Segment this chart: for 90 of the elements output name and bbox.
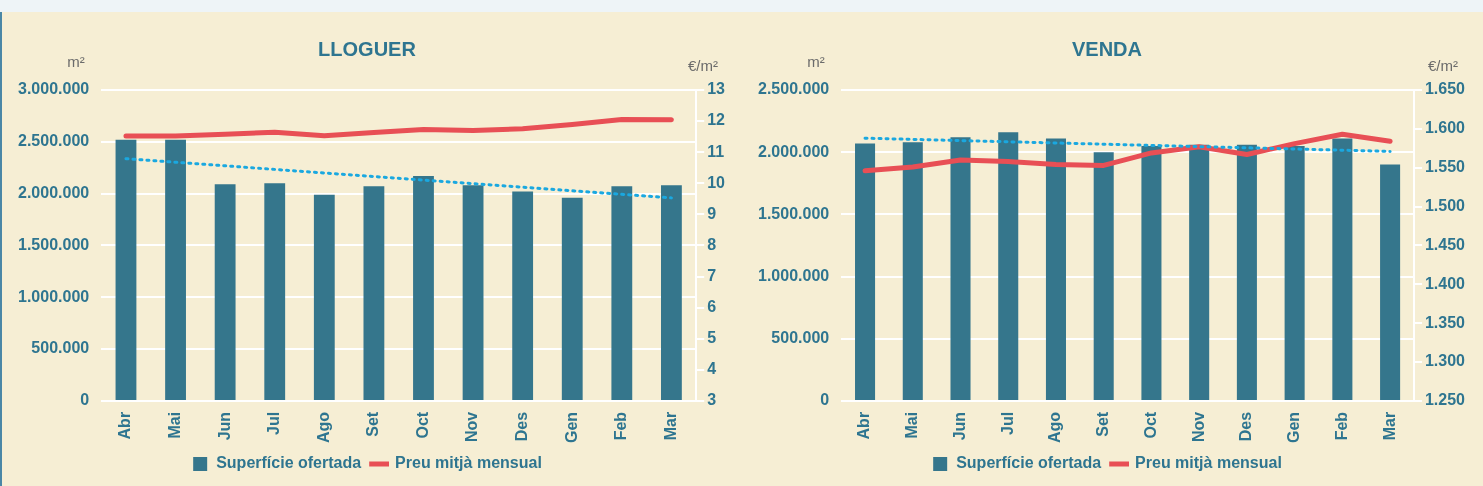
y-tick-label: 2.000.000: [757, 142, 830, 160]
y-axis-title: m²: [67, 52, 85, 70]
x-tick-label: Ago: [314, 411, 332, 443]
y-tick-label: 2.500.000: [17, 132, 90, 150]
y2-axis-title: €/m²: [1428, 56, 1458, 74]
x-tick-label: Nov: [1189, 411, 1207, 443]
y2-tick-label: 6: [707, 298, 717, 316]
y2-tick-label: 9: [707, 204, 717, 222]
bar: [214, 184, 236, 400]
x-tick-label: Des: [1237, 411, 1255, 442]
x-tick-label: Jun: [215, 411, 233, 441]
x-tick-label: Gen: [1285, 411, 1303, 444]
bar: [611, 186, 633, 400]
x-tick-label: Mai: [903, 411, 921, 439]
y2-tick-label: 13: [707, 80, 726, 98]
bar: [115, 139, 137, 400]
x-tick-label: Mar: [661, 411, 679, 441]
x-tick-label: Ago: [1046, 411, 1064, 443]
bar: [855, 143, 876, 400]
bar: [1380, 164, 1401, 400]
y-tick-label: 2.500.000: [757, 80, 830, 98]
bar: [950, 137, 971, 400]
legend-label: Preu mitjà mensual: [395, 454, 542, 472]
x-tick-label: Feb: [612, 411, 630, 441]
y2-tick-label: 1.450: [1424, 235, 1466, 253]
y2-tick-label: 12: [707, 111, 726, 129]
bar: [1284, 145, 1305, 400]
y-axis-title: m²: [807, 52, 825, 70]
bar: [264, 183, 286, 400]
x-tick-label: Oct: [413, 411, 431, 439]
legend-label: Superfície ofertada: [216, 454, 362, 472]
bar: [1236, 144, 1257, 400]
y2-tick-label: 4: [707, 360, 717, 378]
chart-title: VENDA: [1071, 37, 1143, 60]
y2-tick-label: 11: [707, 142, 725, 160]
x-tick-label: Des: [513, 411, 531, 442]
y-tick-label: 1.500.000: [17, 235, 90, 253]
bar: [902, 142, 923, 400]
x-tick-label: Feb: [1332, 411, 1350, 441]
y2-tick-label: 1.650: [1424, 80, 1466, 98]
y2-tick-label: 3: [707, 391, 717, 409]
x-tick-label: Oct: [1141, 411, 1159, 439]
y-tick-label: 500.000: [31, 339, 90, 357]
x-tick-label: Jul: [998, 411, 1016, 436]
bar: [165, 139, 186, 400]
y-tick-label: 0: [80, 391, 90, 409]
x-tick-label: Mai: [165, 411, 183, 439]
y2-tick-label: 7: [707, 266, 717, 284]
x-tick-label: Jul: [265, 411, 283, 436]
bar: [512, 191, 534, 400]
bar: [363, 186, 385, 400]
x-tick-label: Gen: [562, 411, 580, 444]
y2-tick-label: 1.500: [1424, 196, 1466, 214]
y2-tick-label: 8: [707, 235, 717, 253]
y2-tick-label: 1.250: [1424, 391, 1466, 409]
y-tick-label: 3.000.000: [17, 80, 90, 98]
x-tick-label: Jun: [950, 411, 968, 441]
legend-label: Superfície ofertada: [956, 454, 1102, 472]
bar: [1045, 138, 1066, 400]
x-tick-label: Nov: [463, 411, 481, 443]
y2-tick-label: 1.550: [1424, 158, 1466, 176]
y-tick-label: 500.000: [771, 329, 830, 347]
y-tick-label: 1.000.000: [757, 266, 830, 284]
bar: [561, 197, 583, 400]
x-tick-label: Mar: [1380, 411, 1398, 441]
y2-tick-label: 1.300: [1424, 352, 1466, 370]
y2-tick-label: 1.600: [1424, 119, 1466, 137]
bar: [462, 185, 484, 400]
bar: [998, 132, 1019, 400]
y-tick-label: 1.000.000: [17, 287, 90, 305]
y2-tick-label: 1.400: [1424, 274, 1466, 292]
bar: [661, 185, 682, 400]
bar: [1332, 138, 1353, 400]
bar: [1093, 152, 1114, 400]
x-tick-label: Set: [1094, 411, 1112, 437]
bar: [413, 176, 434, 400]
y2-tick-label: 1.350: [1424, 313, 1466, 331]
x-tick-label: Set: [364, 411, 382, 437]
y-tick-label: 1.500.000: [757, 204, 830, 222]
legend-label: Preu mitjà mensual: [1135, 454, 1282, 472]
chart-title: LLOGUER: [318, 37, 417, 60]
y2-tick-label: 10: [707, 173, 726, 191]
y-tick-label: 2.000.000: [17, 184, 90, 202]
x-tick-label: Abr: [855, 411, 873, 440]
bar: [1141, 145, 1162, 400]
y2-axis-title: €/m²: [688, 56, 718, 74]
bar: [313, 194, 335, 400]
y2-tick-label: 5: [707, 329, 717, 347]
x-tick-label: Abr: [116, 411, 134, 440]
y-tick-label: 0: [820, 391, 830, 409]
